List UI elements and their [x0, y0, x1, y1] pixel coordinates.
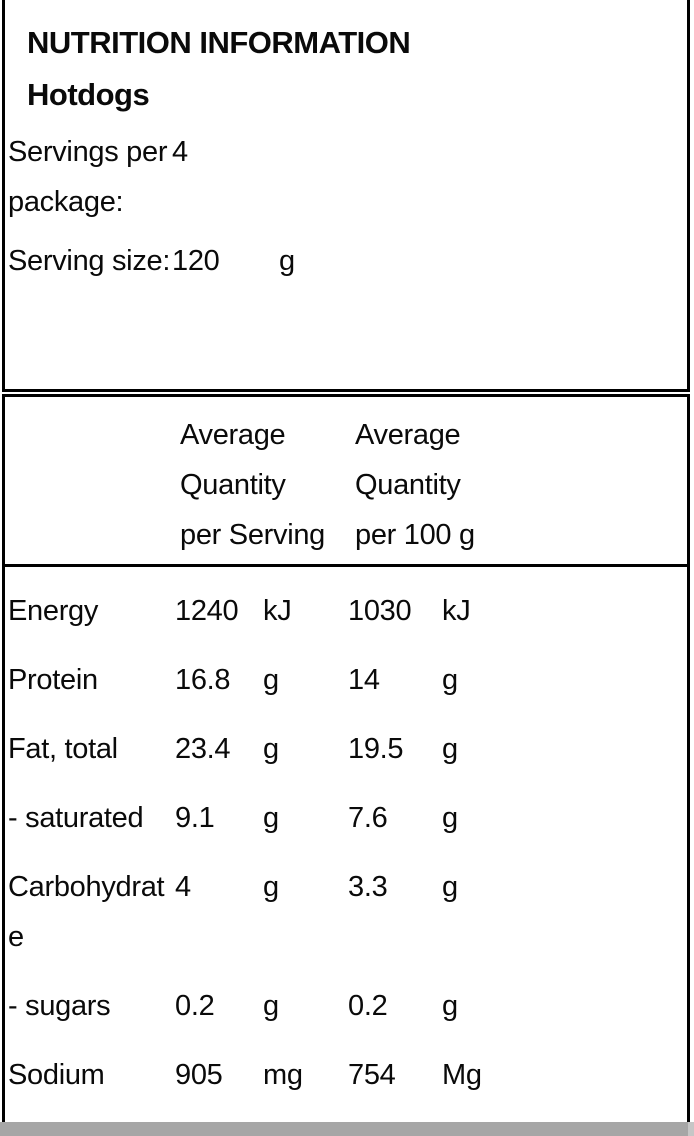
per-serving-value: 4 — [175, 871, 191, 903]
nutrient-table-box: Average Quantity per Serving Average Qua… — [2, 394, 690, 1136]
panel-title-line2: Hotdogs — [27, 77, 150, 112]
serving-size-label: Serving size: — [8, 245, 171, 277]
table-row-sugars: - sugars 0.2 g 0.2 g — [5, 962, 687, 1031]
servings-per-package-unit — [279, 127, 687, 227]
nutrient-label: Carbohydrate — [8, 871, 165, 953]
servings-per-package-value: 4 — [172, 136, 188, 168]
table-row-saturated: - saturated 9.1 g 7.6 g — [5, 774, 687, 843]
per-100g-unit: g — [442, 990, 458, 1022]
table-row-fat-total: Fat, total 23.4 g 19.5 g — [5, 705, 687, 774]
nutrition-info-box: NUTRITION INFORMATION Hotdogs Servings p… — [2, 0, 690, 392]
per-serving-value: 0.2 — [175, 990, 215, 1022]
per-serving-unit: g — [263, 664, 279, 696]
per-serving-value: 1240 — [175, 595, 239, 627]
per-100g-unit: g — [442, 871, 458, 903]
per-100g-value: 3.3 — [348, 871, 388, 903]
per-serving-unit: g — [263, 990, 279, 1022]
servings-per-package-row: Servings per package: 4 — [5, 127, 687, 227]
panel-title: NUTRITION INFORMATION Hotdogs — [5, 0, 687, 121]
per-100g-unit: Mg — [442, 1059, 482, 1091]
table-row-carbohydrate: Carbohydrate 4 g 3.3 g — [5, 843, 687, 962]
per-100g-unit: g — [442, 802, 458, 834]
nutrient-label: Sodium — [8, 1059, 105, 1091]
col-header-per-serving: Average Quantity per Serving — [180, 419, 325, 551]
horizontal-scrollbar-thumb[interactable] — [0, 1122, 688, 1136]
per-100g-value: 0.2 — [348, 990, 388, 1022]
per-100g-value: 1030 — [348, 595, 412, 627]
per-serving-value: 905 — [175, 1059, 223, 1091]
per-serving-unit: g — [263, 733, 279, 765]
horizontal-scrollbar[interactable] — [0, 1122, 694, 1136]
col-header-per-100g: Average Quantity per 100 g — [355, 419, 475, 551]
nutrient-label: - sugars — [8, 990, 111, 1022]
panel-title-line1: NUTRITION INFORMATION — [27, 25, 411, 60]
per-serving-unit: g — [263, 802, 279, 834]
per-100g-unit: kJ — [442, 595, 471, 627]
per-100g-value: 14 — [348, 664, 380, 696]
nutrient-table-header: Average Quantity per Serving Average Qua… — [5, 397, 687, 567]
per-serving-value: 23.4 — [175, 733, 231, 765]
servings-per-package-label: Servings per package: — [8, 136, 168, 218]
per-100g-value: 754 — [348, 1059, 396, 1091]
table-row-protein: Protein 16.8 g 14 g — [5, 636, 687, 705]
per-serving-unit: kJ — [263, 595, 292, 627]
per-100g-unit: g — [442, 733, 458, 765]
nutrient-label: - saturated — [8, 802, 144, 834]
table-row-sodium: Sodium 905 mg 754 Mg — [5, 1031, 687, 1100]
serving-size-value: 120 — [172, 245, 220, 277]
per-serving-unit: g — [263, 871, 279, 903]
per-serving-value: 16.8 — [175, 664, 231, 696]
per-100g-unit: g — [442, 664, 458, 696]
per-100g-value: 7.6 — [348, 802, 388, 834]
per-100g-value: 19.5 — [348, 733, 404, 765]
nutrient-header-spacer — [5, 410, 170, 560]
per-serving-value: 9.1 — [175, 802, 215, 834]
nutrient-label: Fat, total — [8, 733, 118, 765]
serving-size-row: Serving size: 120 g — [5, 236, 687, 286]
per-serving-unit: mg — [263, 1059, 303, 1091]
nutrient-label: Energy — [8, 595, 99, 627]
nutrient-label: Protein — [8, 664, 98, 696]
serving-size-unit: g — [279, 245, 295, 277]
table-row-energy: Energy 1240 kJ 1030 kJ — [5, 567, 687, 636]
